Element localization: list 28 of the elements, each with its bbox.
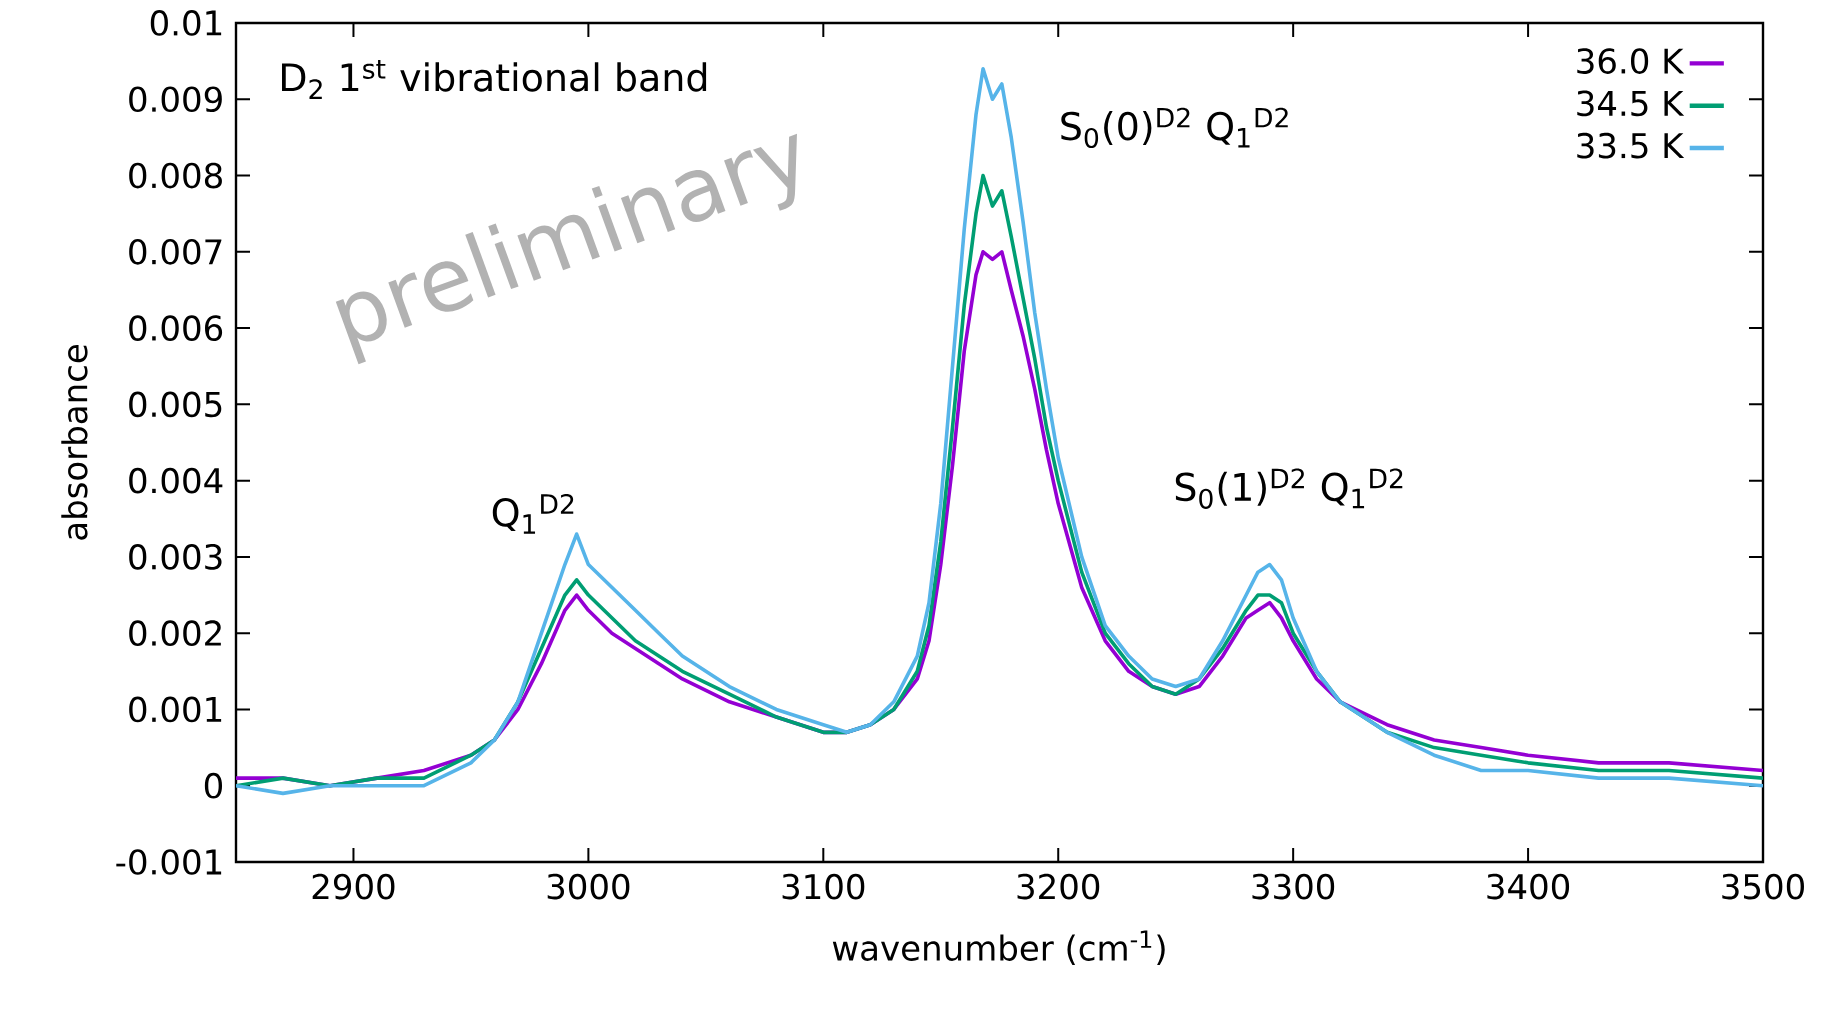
x-tick-label: 2900 — [312, 873, 395, 900]
y-tick-label: 0.007 — [129, 238, 222, 265]
x-tick-label: 3200 — [1017, 873, 1100, 900]
y-tick-label: 0.009 — [129, 86, 222, 113]
x-axis-title: wavenumber (cm$^{-1}$) — [832, 930, 1165, 965]
annotation: D$_{2}$ 1$^{st}$ vibrational band — [282, 59, 707, 99]
x-tick-label: 3400 — [1487, 873, 1570, 900]
y-tick-label: 0.002 — [129, 620, 221, 647]
y-tick-label: 0.006 — [129, 315, 223, 341]
y-tick-label: 0.005 — [129, 391, 222, 418]
y-tick-label: 0.003 — [129, 544, 222, 570]
legend-label: 33.5 K — [1577, 132, 1685, 159]
y-axis-title: absorbance — [61, 345, 88, 540]
legend-label: 36.0 K — [1577, 48, 1685, 74]
annotation: Q$_{1}$D2 — [492, 493, 574, 534]
x-tick-label: 3000 — [547, 873, 630, 900]
y-tick-label: 0.01 — [150, 10, 222, 36]
y-tick-label: 0.004 — [129, 467, 223, 494]
x-tick-label: 3500 — [1722, 873, 1804, 900]
x-tick-label: 3300 — [1252, 873, 1335, 900]
y-tick-label: -0.001 — [116, 849, 222, 875]
legend-label: 34.5 K — [1577, 90, 1685, 117]
x-tick-label: 3100 — [782, 873, 865, 900]
annotation: S$_{0}$(0)$^{D2}$ Q$_{1}$D2 — [1061, 107, 1288, 149]
y-tick-label: 0 — [204, 772, 223, 799]
y-tick-label: 0.001 — [129, 696, 222, 723]
annotation: S$_{0}$(1)$^{D2}$ Q$_{1}$D2 — [1175, 468, 1403, 509]
y-tick-label: 0.008 — [129, 162, 222, 189]
